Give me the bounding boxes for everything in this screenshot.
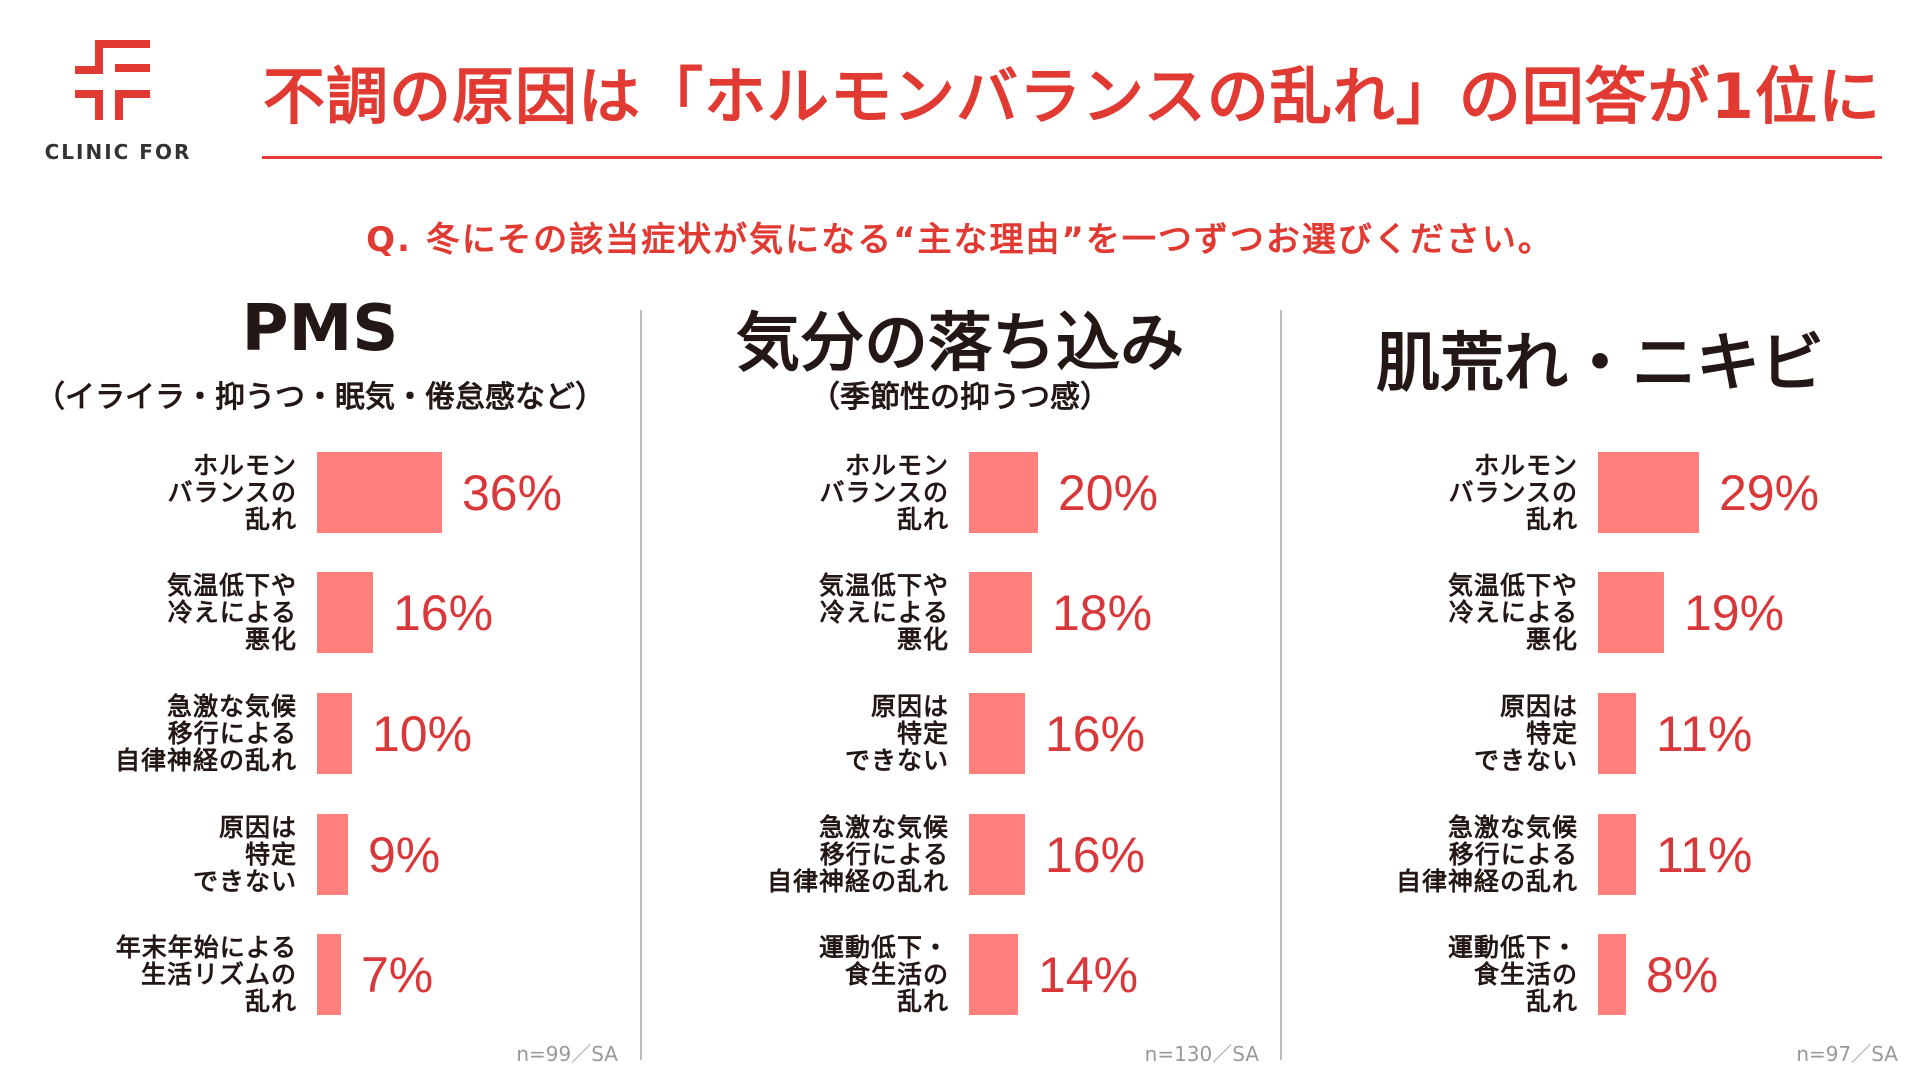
chart-subtitle: （季節性の抑うつ感） bbox=[810, 380, 1110, 415]
percent-label: 9% bbox=[368, 826, 441, 883]
percent-label: 18% bbox=[1052, 584, 1153, 641]
category-label: 急激な気候 移行による 自律神経の乱れ bbox=[114, 692, 297, 775]
percent-label: 20% bbox=[1058, 464, 1159, 521]
bar-row: 気温低下や 冷えによる 悪化 18% bbox=[640, 572, 1280, 653]
category-label: ホルモン バランスの 乱れ bbox=[1448, 451, 1578, 534]
sample-size-note: n=99／SA bbox=[516, 1042, 618, 1066]
category-label: 原因は 特定 できない bbox=[844, 692, 949, 775]
chart-panel-mood: 気分の落ち込み （季節性の抑うつ感） ホルモン バランスの 乱れ 20% 気温低下や 冷… bbox=[640, 0, 1280, 1080]
title-divider bbox=[262, 156, 1882, 159]
category-label: 気温低下や 冷えによる 悪化 bbox=[818, 571, 949, 654]
bar bbox=[969, 693, 1025, 774]
category-label: 運動低下・ 食生活の 乱れ bbox=[818, 933, 949, 1016]
bar bbox=[1598, 934, 1626, 1015]
bar bbox=[1598, 572, 1664, 653]
category-label: 運動低下・ 食生活の 乱れ bbox=[1447, 933, 1578, 1016]
category-label: ホルモン バランスの 乱れ bbox=[819, 451, 949, 534]
page-title: 不調の原因は「ホルモンバランスの乱れ」の回答が1位に bbox=[263, 60, 1881, 133]
sample-size-note: n=97／SA bbox=[1796, 1042, 1898, 1066]
category-label: 原因は 特定 できない bbox=[1473, 692, 1578, 775]
percent-label: 16% bbox=[393, 584, 494, 641]
percent-label: 11% bbox=[1656, 705, 1753, 762]
bar-row: 原因は 特定 できない 9% bbox=[0, 814, 640, 895]
bar-row: 急激な気候 移行による 自律神経の乱れ 11% bbox=[1280, 814, 1920, 895]
percent-label: 8% bbox=[1646, 946, 1719, 1003]
bar-row: 急激な気候 移行による 自律神経の乱れ 10% bbox=[0, 693, 640, 774]
category-label: 気温低下や 冷えによる 悪化 bbox=[1447, 571, 1578, 654]
bar bbox=[317, 934, 341, 1015]
bar-row: 運動低下・ 食生活の 乱れ 8% bbox=[1280, 934, 1920, 1015]
bar-row: 気温低下や 冷えによる 悪化 19% bbox=[1280, 572, 1920, 653]
survey-question: Q. 冬にその該当症状が気になる“主な理由”を一つずつお選びください。 bbox=[366, 220, 1554, 260]
category-label: 原因は 特定 できない bbox=[192, 813, 297, 896]
panel-divider bbox=[640, 310, 642, 1060]
percent-label: 14% bbox=[1038, 946, 1139, 1003]
percent-label: 16% bbox=[1045, 705, 1146, 762]
bar-row: 年末年始による 生活リズムの 乱れ 7% bbox=[0, 934, 640, 1015]
bar bbox=[969, 814, 1025, 895]
bar-row: ホルモン バランスの 乱れ 20% bbox=[640, 452, 1280, 533]
bar bbox=[969, 452, 1038, 533]
percent-label: 19% bbox=[1684, 584, 1785, 641]
clinic-for-logo bbox=[70, 38, 160, 123]
category-label: 急激な気候 移行による 自律神経の乱れ bbox=[1395, 813, 1578, 896]
percent-label: 36% bbox=[462, 464, 563, 521]
bar-row: 原因は 特定 できない 11% bbox=[1280, 693, 1920, 774]
logo-text: CLINIC FOR bbox=[44, 140, 192, 164]
chart-title: 気分の落ち込み bbox=[736, 307, 1184, 381]
category-label: 気温低下や 冷えによる 悪化 bbox=[166, 571, 297, 654]
category-label: 年末年始による 生活リズムの 乱れ bbox=[115, 933, 297, 1016]
sample-size-note: n=130／SA bbox=[1144, 1042, 1259, 1066]
category-label: ホルモン バランスの 乱れ bbox=[167, 451, 297, 534]
bar-row: ホルモン バランスの 乱れ 29% bbox=[1280, 452, 1920, 533]
bar-row: 運動低下・ 食生活の 乱れ 14% bbox=[640, 934, 1280, 1015]
percent-label: 16% bbox=[1045, 826, 1146, 883]
bar-row: 急激な気候 移行による 自律神経の乱れ 16% bbox=[640, 814, 1280, 895]
percent-label: 11% bbox=[1656, 826, 1753, 883]
chart-subtitle: （イライラ・抑うつ・眠気・倦怠感など） bbox=[35, 380, 605, 415]
chart-panel-pms: PMS （イライラ・抑うつ・眠気・倦怠感など） ホルモン バランスの 乱れ 36% 気温… bbox=[0, 0, 640, 1080]
bar bbox=[317, 452, 442, 533]
bar bbox=[1598, 693, 1636, 774]
bar bbox=[969, 572, 1032, 653]
percent-label: 7% bbox=[361, 946, 434, 1003]
chart-title: 肌荒れ・ニキビ bbox=[1376, 327, 1824, 401]
chart-title: PMS bbox=[241, 292, 399, 366]
bar bbox=[317, 572, 373, 653]
category-label: 急激な気候 移行による 自律神経の乱れ bbox=[766, 813, 949, 896]
bar-row: 原因は 特定 できない 16% bbox=[640, 693, 1280, 774]
panel-divider bbox=[1280, 310, 1282, 1060]
bar bbox=[317, 693, 352, 774]
bar bbox=[317, 814, 348, 895]
bar-row: ホルモン バランスの 乱れ 36% bbox=[0, 452, 640, 533]
bar bbox=[1598, 452, 1699, 533]
bar bbox=[1598, 814, 1636, 895]
percent-label: 10% bbox=[372, 705, 473, 762]
percent-label: 29% bbox=[1719, 464, 1820, 521]
bar bbox=[969, 934, 1018, 1015]
bar-row: 気温低下や 冷えによる 悪化 16% bbox=[0, 572, 640, 653]
chart-panel-skin: 肌荒れ・ニキビホルモン バランスの 乱れ 29% 気温低下や 冷えによる 悪化 19%… bbox=[1280, 0, 1920, 1080]
